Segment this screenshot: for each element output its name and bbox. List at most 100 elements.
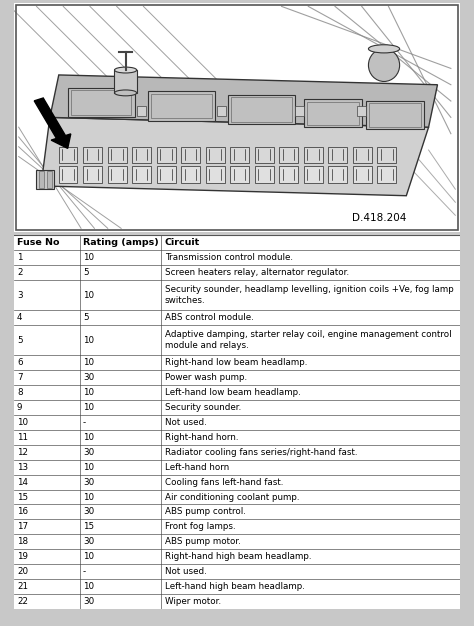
Text: 5: 5 bbox=[17, 336, 23, 344]
Text: 30: 30 bbox=[83, 508, 94, 516]
Bar bbox=[230, 146, 249, 163]
Bar bbox=[151, 93, 211, 118]
Text: 10: 10 bbox=[83, 463, 94, 471]
Bar bbox=[231, 97, 292, 121]
Text: 15: 15 bbox=[83, 523, 94, 531]
Text: Rating (amps): Rating (amps) bbox=[83, 238, 159, 247]
Text: Power wash pump.: Power wash pump. bbox=[165, 373, 247, 382]
Text: 18: 18 bbox=[17, 537, 28, 546]
Text: Screen heaters relay, alternator regulator.: Screen heaters relay, alternator regulat… bbox=[165, 269, 349, 277]
Text: 30: 30 bbox=[83, 537, 94, 546]
Text: 21: 21 bbox=[17, 582, 28, 591]
Bar bbox=[108, 167, 127, 183]
Bar bbox=[157, 167, 175, 183]
Bar bbox=[328, 146, 347, 163]
Bar bbox=[14, 400, 460, 415]
Bar bbox=[132, 167, 151, 183]
Bar bbox=[181, 167, 200, 183]
Text: 1: 1 bbox=[17, 254, 22, 262]
Text: Right-hand horn.: Right-hand horn. bbox=[165, 433, 238, 442]
Text: 5: 5 bbox=[83, 269, 89, 277]
Text: 2: 2 bbox=[17, 269, 22, 277]
Bar bbox=[304, 146, 322, 163]
Bar bbox=[14, 550, 460, 564]
FancyArrow shape bbox=[34, 98, 71, 148]
Text: 5: 5 bbox=[83, 313, 89, 322]
Text: Right-hand low beam headlamp.: Right-hand low beam headlamp. bbox=[165, 358, 307, 367]
Bar bbox=[279, 167, 298, 183]
Text: 9: 9 bbox=[17, 403, 22, 412]
Text: 10: 10 bbox=[83, 433, 94, 442]
Text: Left-hand high beam headlamp.: Left-hand high beam headlamp. bbox=[165, 582, 305, 591]
Text: 3: 3 bbox=[17, 290, 23, 300]
Text: 30: 30 bbox=[83, 448, 94, 457]
Text: Fuse No: Fuse No bbox=[17, 238, 59, 247]
Text: 15: 15 bbox=[17, 493, 28, 501]
Text: 12: 12 bbox=[17, 448, 28, 457]
Bar bbox=[14, 535, 460, 550]
Bar bbox=[14, 579, 460, 594]
Bar bbox=[137, 106, 146, 116]
Ellipse shape bbox=[368, 49, 400, 81]
Text: D.418.204: D.418.204 bbox=[352, 213, 406, 223]
Bar bbox=[353, 167, 372, 183]
Text: 11: 11 bbox=[17, 433, 28, 442]
Text: 10: 10 bbox=[83, 388, 94, 397]
Text: Not used.: Not used. bbox=[165, 418, 207, 427]
Bar bbox=[157, 146, 175, 163]
Text: Transmission control module.: Transmission control module. bbox=[165, 254, 293, 262]
Bar bbox=[14, 475, 460, 490]
Polygon shape bbox=[50, 75, 438, 127]
Text: 30: 30 bbox=[83, 373, 94, 382]
Bar bbox=[230, 167, 249, 183]
Text: 10: 10 bbox=[83, 582, 94, 591]
Bar bbox=[47, 172, 52, 188]
Bar bbox=[14, 415, 460, 430]
Text: Not used.: Not used. bbox=[165, 567, 207, 577]
Bar bbox=[307, 101, 359, 125]
Text: 17: 17 bbox=[17, 523, 28, 531]
Text: 13: 13 bbox=[17, 463, 28, 471]
Bar bbox=[36, 170, 55, 189]
Bar bbox=[14, 325, 460, 355]
Bar bbox=[132, 146, 151, 163]
Bar bbox=[14, 594, 460, 609]
Text: ABS control module.: ABS control module. bbox=[165, 313, 254, 322]
Bar bbox=[108, 146, 127, 163]
Text: 10: 10 bbox=[83, 290, 94, 300]
Bar bbox=[228, 95, 295, 124]
Bar bbox=[14, 430, 460, 444]
Text: ABS pump motor.: ABS pump motor. bbox=[165, 537, 241, 546]
Text: 30: 30 bbox=[83, 597, 94, 606]
Bar bbox=[357, 106, 366, 116]
Text: Cooling fans left-hand fast.: Cooling fans left-hand fast. bbox=[165, 478, 283, 486]
Bar bbox=[181, 146, 200, 163]
Bar bbox=[366, 101, 424, 129]
Text: 10: 10 bbox=[83, 403, 94, 412]
Bar bbox=[59, 167, 77, 183]
Bar bbox=[14, 265, 460, 280]
Text: 4: 4 bbox=[17, 313, 22, 322]
Ellipse shape bbox=[114, 90, 137, 96]
Bar bbox=[14, 250, 460, 265]
Bar bbox=[148, 91, 215, 121]
Bar bbox=[377, 146, 396, 163]
Bar bbox=[206, 146, 225, 163]
Bar bbox=[304, 100, 362, 127]
Text: Left-hand low beam headlamp.: Left-hand low beam headlamp. bbox=[165, 388, 301, 397]
Bar bbox=[353, 146, 372, 163]
Bar bbox=[83, 167, 102, 183]
Text: Right-hand high beam headlamp.: Right-hand high beam headlamp. bbox=[165, 552, 311, 562]
Ellipse shape bbox=[368, 44, 400, 53]
Text: 6: 6 bbox=[17, 358, 22, 367]
Polygon shape bbox=[41, 118, 428, 196]
Text: 16: 16 bbox=[17, 508, 28, 516]
Text: Wiper motor.: Wiper motor. bbox=[165, 597, 221, 606]
Text: Security sounder, headlamp levelling, ignition coils +Ve, fog lamp
switches.: Security sounder, headlamp levelling, ig… bbox=[165, 285, 454, 305]
Bar bbox=[39, 172, 44, 188]
Bar bbox=[14, 444, 460, 459]
Text: 30: 30 bbox=[83, 478, 94, 486]
Bar bbox=[328, 167, 347, 183]
Bar bbox=[68, 88, 135, 118]
Bar bbox=[206, 167, 225, 183]
